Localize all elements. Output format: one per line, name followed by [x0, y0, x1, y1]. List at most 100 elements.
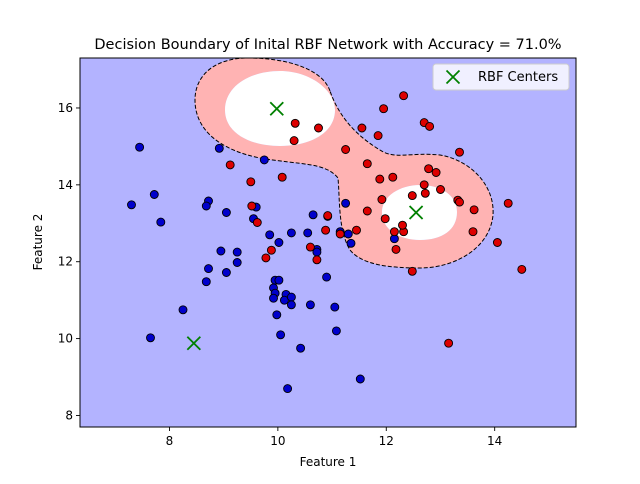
y-tick-label: 10 — [58, 332, 73, 346]
data-point-class-1 — [503, 198, 513, 208]
data-point-class-0 — [305, 300, 315, 310]
y-tick-label: 8 — [65, 408, 73, 422]
decision-boundary — [194, 58, 494, 269]
data-point-class-0 — [127, 200, 136, 210]
x-tick-label: 14 — [487, 434, 502, 448]
y-tick-label: 14 — [58, 178, 73, 192]
data-point-class-1 — [436, 185, 445, 194]
data-point-class-1 — [321, 225, 331, 235]
data-point-class-1 — [517, 264, 527, 274]
data-point-class-0 — [265, 230, 275, 240]
data-point-class-0 — [146, 333, 155, 343]
data-point-class-1 — [388, 172, 398, 182]
data-point-class-1 — [247, 201, 257, 211]
data-point-class-1 — [380, 214, 390, 224]
data-point-class-0 — [343, 229, 353, 239]
x-axis-label: Feature 1 — [300, 455, 357, 469]
data-point-class-0 — [178, 305, 188, 315]
data-point-class-0 — [149, 190, 159, 199]
data-point-class-0 — [276, 330, 286, 340]
data-point-class-1 — [335, 229, 345, 239]
data-point-class-1 — [425, 121, 435, 131]
data-point-class-1 — [468, 227, 478, 237]
data-point-class-1 — [341, 145, 351, 154]
rbf-center-marker — [408, 205, 424, 220]
x-tick-label: 12 — [379, 434, 394, 448]
data-point-class-1 — [455, 197, 464, 207]
data-point-class-0 — [269, 293, 278, 303]
data-point-class-0 — [286, 292, 296, 302]
data-point-class-1 — [444, 338, 454, 348]
data-point-class-0 — [303, 228, 313, 238]
legend-box — [432, 63, 570, 91]
data-point-class-0 — [201, 277, 211, 287]
data-point-class-0 — [232, 258, 242, 267]
data-point-class-1 — [266, 245, 276, 255]
data-point-class-0 — [214, 143, 224, 153]
data-point-class-1 — [362, 159, 372, 169]
x-tick-label: 10 — [270, 434, 285, 448]
center-region — [225, 71, 457, 240]
data-point-class-0 — [286, 228, 296, 238]
data-point-class-0 — [341, 198, 351, 208]
data-point-class-1 — [379, 104, 389, 114]
data-point-class-1 — [469, 205, 479, 215]
chart-title: Decision Boundary of Inital RBF Network … — [94, 37, 561, 53]
data-point-class-1 — [357, 123, 367, 133]
data-point-class-1 — [375, 174, 385, 184]
data-point-class-1 — [455, 147, 464, 157]
data-point-class-1 — [407, 266, 417, 276]
data-point-class-1 — [277, 172, 287, 182]
data-point-class-0 — [272, 310, 282, 320]
data-point-class-0 — [135, 142, 145, 152]
data-point-class-0 — [322, 272, 332, 282]
data-point-class-0 — [330, 302, 340, 312]
data-point-class-0 — [221, 268, 231, 277]
boundary-region — [195, 58, 494, 268]
data-point-class-0 — [201, 201, 211, 211]
data-point-class-0 — [283, 384, 293, 394]
data-point-class-0 — [346, 238, 356, 248]
data-point-class-1 — [312, 255, 322, 265]
data-point-class-0 — [156, 217, 166, 227]
data-point-class-0 — [296, 343, 306, 353]
data-point-class-0 — [204, 264, 213, 274]
data-point-class-1 — [362, 206, 372, 216]
legend-label: RBF Centers — [478, 70, 558, 85]
data-point-class-1 — [419, 180, 429, 190]
data-point-class-1 — [389, 227, 399, 237]
legend-marker-x-icon — [445, 69, 461, 85]
data-point-class-1 — [431, 168, 441, 177]
data-point-class-0 — [355, 374, 365, 384]
data-point-class-1 — [424, 164, 434, 174]
data-point-class-1 — [399, 91, 409, 101]
plot-frame — [79, 57, 577, 428]
legend: RBF Centers — [432, 63, 570, 91]
data-point-class-0 — [331, 326, 341, 336]
data-point-class-1 — [261, 253, 271, 263]
data-point-class-1 — [314, 123, 323, 133]
data-point-class-0 — [274, 275, 284, 285]
data-point-class-0 — [221, 208, 231, 217]
data-point-class-0 — [286, 300, 296, 310]
data-point-class-1 — [420, 188, 430, 198]
data-point-class-1 — [323, 211, 333, 221]
data-point-class-1 — [492, 238, 502, 247]
data-point-class-1 — [252, 218, 262, 227]
data-point-class-0 — [308, 210, 318, 220]
data-point-class-0 — [216, 246, 226, 256]
data-point-class-1 — [246, 177, 256, 187]
rbf-center-marker — [186, 336, 201, 351]
data-point-class-0 — [232, 247, 242, 257]
data-point-class-0 — [259, 155, 269, 165]
data-point-class-1 — [352, 225, 361, 235]
data-point-class-1 — [225, 160, 235, 170]
data-point-class-1 — [305, 242, 315, 252]
y-axis-label: Feature 2 — [31, 214, 45, 271]
data-point-class-1 — [377, 195, 387, 204]
data-point-class-1 — [391, 244, 401, 254]
x-tick-label: 8 — [166, 434, 174, 448]
rbf-center-marker — [269, 101, 284, 116]
data-point-class-0 — [274, 238, 284, 247]
data-point-class-1 — [289, 136, 299, 146]
